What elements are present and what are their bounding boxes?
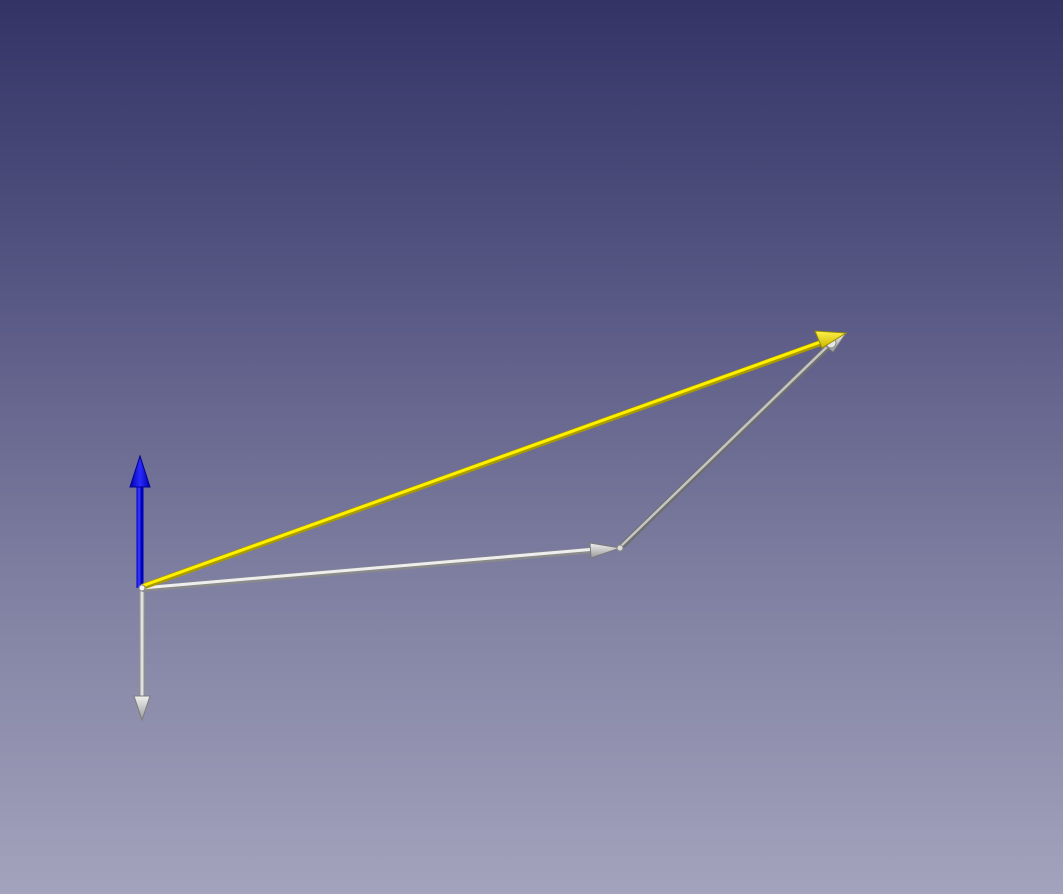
downward-vector[interactable] (133, 590, 151, 722)
origin-point[interactable] (138, 584, 146, 592)
force-vector-horizontal[interactable] (141, 542, 624, 592)
resultant-vector[interactable] (140, 330, 848, 590)
force-vector-diagonal[interactable] (617, 332, 848, 551)
normal-axis-blue[interactable] (129, 454, 151, 588)
